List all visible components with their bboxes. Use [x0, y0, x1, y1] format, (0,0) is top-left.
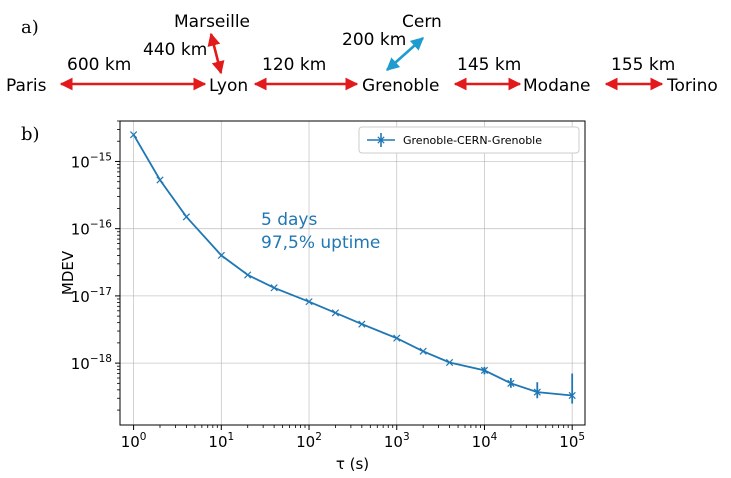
distance-grenoble-cern: 200 km [342, 30, 406, 50]
annotation-duration: 5 days [261, 210, 317, 230]
distance-paris-lyon: 600 km [67, 55, 131, 75]
chart-legend: Grenoble-CERN-Grenoble [358, 126, 580, 154]
city-paris: Paris [6, 76, 47, 96]
x-tick-label: 100 [121, 431, 147, 451]
data-point-marker [182, 213, 191, 221]
data-point-marker [217, 251, 225, 260]
city-marseille: Marseille [174, 12, 250, 32]
y-axis-label: MDEV [59, 250, 77, 295]
city-cern: Cern [402, 12, 442, 32]
distance-lyon-grenoble: 120 km [262, 55, 326, 75]
data-point-marker [419, 347, 427, 355]
x-tick-label: 105 [559, 431, 585, 451]
legend-entry-label: Grenoble-CERN-Grenoble [403, 134, 542, 147]
data-point-marker [568, 391, 576, 400]
x-tick-label: 104 [472, 431, 498, 451]
chart-tick-labels: 100 101 102 103 104 105 10−18 10−17 10−16 10−15 [71, 151, 585, 451]
city-grenoble: Grenoble [362, 76, 439, 96]
x-tick-label: 101 [208, 431, 234, 451]
link-lyon-marseille-arrow [207, 32, 225, 75]
panel-label-b: b) [21, 124, 40, 145]
data-point-marker [156, 176, 164, 184]
distance-modane-torino: 155 km [611, 55, 675, 75]
chart-series [129, 131, 576, 404]
x-tick-label: 102 [296, 431, 322, 451]
chart-ticks [115, 120, 573, 430]
link-grenoble-cern-arrow [386, 37, 424, 71]
y-tick-label: 10−15 [71, 151, 112, 171]
chart-grid [120, 121, 585, 425]
distance-grenoble-modane: 145 km [457, 55, 521, 75]
annotation-uptime: 97,5% uptime [261, 233, 380, 253]
data-point-marker [270, 284, 278, 292]
data-point-marker [129, 131, 138, 139]
data-point-marker [480, 366, 489, 374]
legend-marker-x [377, 136, 385, 144]
x-axis-label: τ (s) [336, 455, 369, 473]
legend-marker-swatch [377, 136, 385, 144]
panel-label-a: a) [21, 17, 39, 38]
mdev-chart: 100 101 102 103 104 105 10−18 10−17 10−16 10−15 τ… [59, 120, 586, 473]
plot-frame [119, 120, 586, 426]
map-cities: Paris Lyon Marseille Grenoble Cern Modan… [6, 12, 718, 96]
legend-box [358, 126, 580, 154]
city-lyon: Lyon [209, 76, 248, 96]
x-tick-label: 103 [384, 431, 410, 451]
data-point-marker [507, 379, 515, 387]
city-torino: Torino [666, 76, 718, 96]
data-point-marker [305, 298, 313, 306]
city-modane: Modane [523, 76, 591, 96]
series-line [132, 134, 573, 397]
y-tick-label: 10−17 [71, 286, 112, 306]
data-point-marker [393, 334, 401, 342]
map-links [59, 32, 664, 91]
data-point-marker [358, 320, 366, 328]
y-tick-label: 10−18 [71, 353, 112, 373]
data-point-marker [445, 358, 454, 367]
data-point-marker [331, 309, 340, 317]
distance-lyon-marseille: 440 km [143, 40, 207, 60]
data-point-marker [533, 388, 541, 396]
y-tick-label: 10−16 [71, 219, 113, 239]
data-point-marker [244, 271, 252, 279]
map-distances: 600 km 440 km 120 km 200 km 145 km 155 k… [67, 30, 675, 75]
